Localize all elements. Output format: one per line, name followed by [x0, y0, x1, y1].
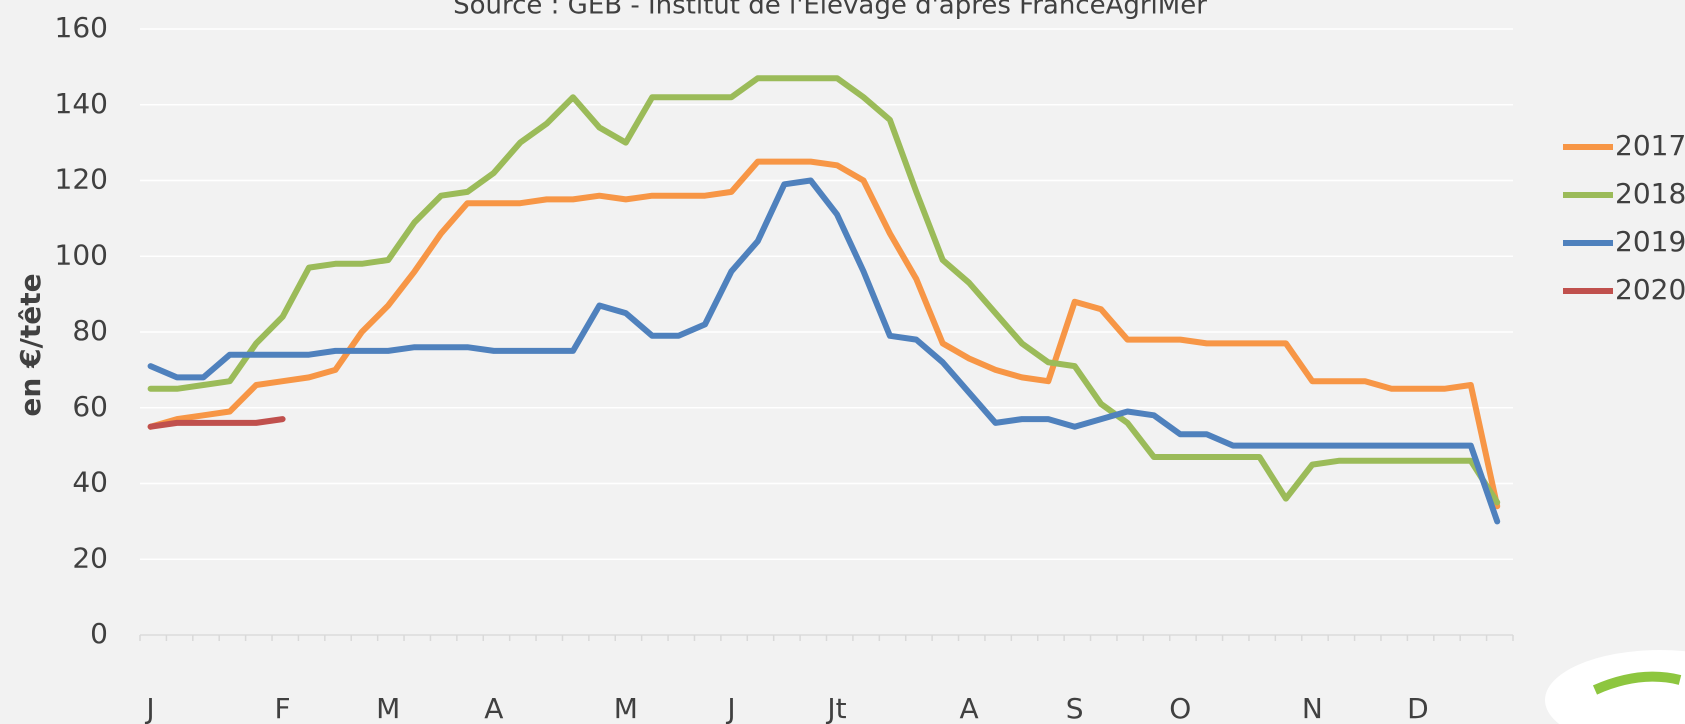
x-tick-label: A [960, 692, 979, 724]
series-line [147, 158, 1501, 510]
series-line [147, 75, 1501, 506]
y-tick-label: 60 [72, 390, 108, 423]
x-tick-label: Jt [825, 692, 846, 724]
legend-label: 2017 [1615, 129, 1685, 162]
x-tick-label: M [376, 692, 400, 724]
x-tick-label: A [484, 692, 503, 724]
legend-label: 2018 [1615, 177, 1685, 210]
y-axis-label: en €/tête [14, 273, 47, 416]
y-tick-label: 120 [55, 163, 108, 196]
x-tick-label: N [1302, 692, 1323, 724]
y-tick-label: 140 [55, 87, 108, 120]
x-tick-label: O [1169, 692, 1191, 724]
y-tick-label: 0 [90, 617, 108, 650]
y-tick-label: 20 [72, 541, 108, 574]
series-line [147, 416, 286, 430]
x-tick-label: J [725, 692, 735, 724]
x-tick-label: J [144, 692, 154, 724]
x-tick-label: D [1407, 692, 1429, 724]
y-tick-label: 80 [72, 314, 108, 347]
y-tick-label: 160 [55, 11, 108, 44]
y-tick-label: 100 [55, 238, 108, 271]
logo [1545, 650, 1685, 724]
y-tick-label: 40 [72, 466, 108, 499]
series-line [147, 177, 1501, 525]
legend-label: 2019 [1615, 225, 1685, 258]
x-tick-label: S [1066, 692, 1084, 724]
chart-title: Source : GEB - Institut de l'Elevage d'a… [453, 0, 1207, 21]
x-tick-label: F [275, 692, 291, 724]
x-tick-label: M [614, 692, 638, 724]
legend-label: 2020 [1615, 273, 1685, 306]
